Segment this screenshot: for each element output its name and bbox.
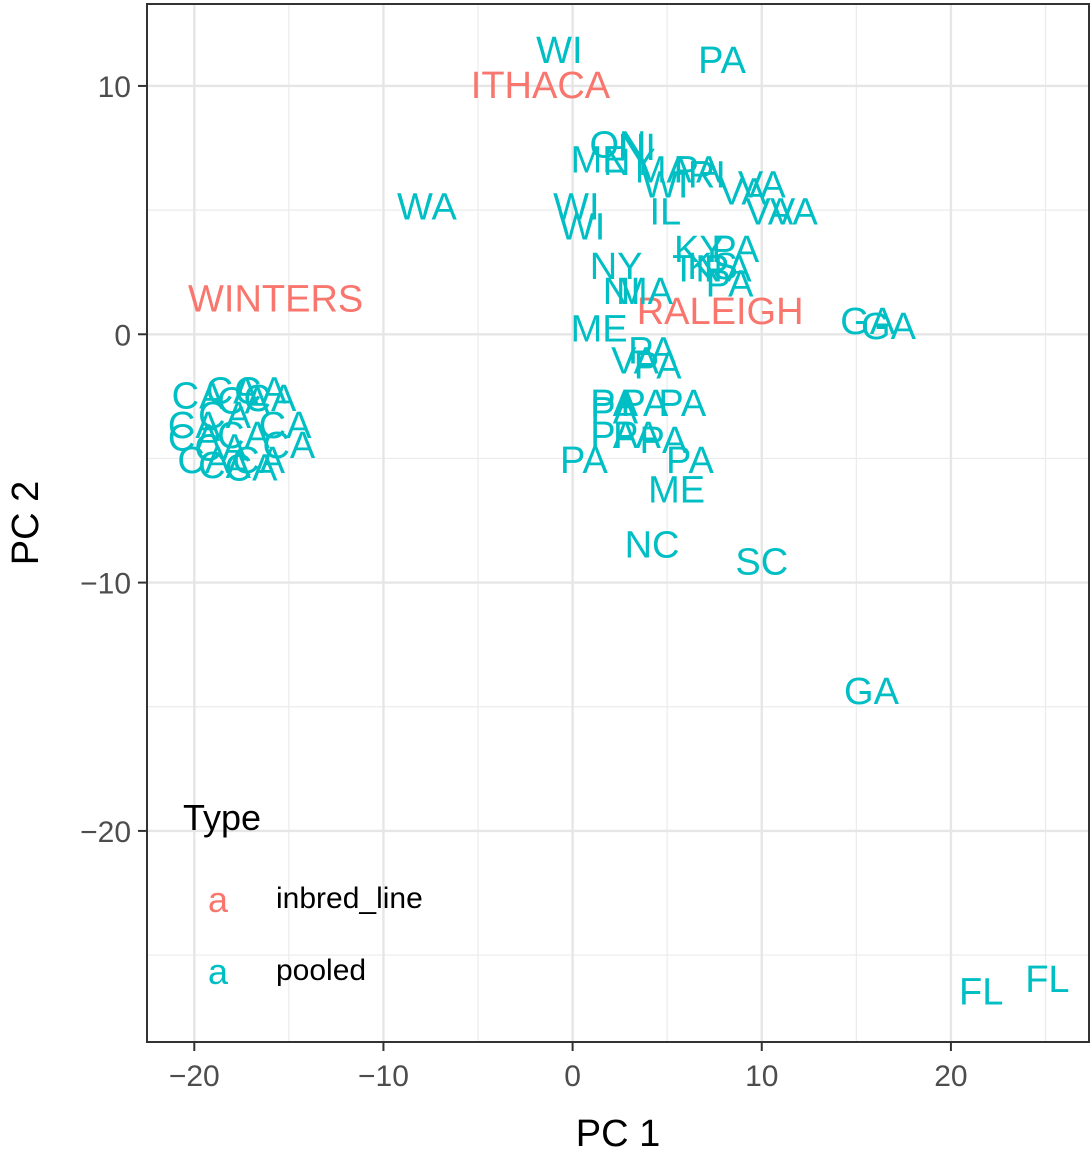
y-tick-label: −10 bbox=[80, 568, 131, 601]
point-label-pa: PA bbox=[590, 415, 639, 457]
point-label-fl: FL bbox=[959, 971, 1003, 1013]
legend-label-pooled: pooled bbox=[276, 954, 366, 987]
point-label-pa: PA bbox=[711, 229, 760, 271]
point-label-ca: CA bbox=[198, 445, 251, 487]
point-label-va: VA bbox=[770, 192, 819, 234]
point-label-pa: PA bbox=[704, 249, 753, 291]
point-label-me: ME bbox=[571, 308, 628, 350]
point-label-ca: CA bbox=[206, 370, 259, 412]
point-label-ni: NI bbox=[618, 127, 656, 169]
point-label-pa: PA bbox=[658, 383, 707, 425]
point-label-ri: RI bbox=[688, 154, 726, 196]
point-label-wi: WI bbox=[553, 187, 599, 229]
point-label-me: ME bbox=[571, 139, 628, 181]
point-label-ca: CA bbox=[217, 415, 270, 457]
point-label-sc: SC bbox=[735, 542, 788, 584]
point-label-wi: WI bbox=[642, 164, 688, 206]
x-tick-label: 0 bbox=[564, 1060, 581, 1093]
x-tick-label: −20 bbox=[169, 1060, 220, 1093]
point-label-ca: CA bbox=[262, 425, 315, 467]
legend-key-pooled: a bbox=[208, 951, 229, 992]
point-label-ga: GA bbox=[844, 671, 900, 713]
point-label-va: VA bbox=[611, 341, 660, 383]
point-label-pa: PA bbox=[706, 264, 755, 306]
legend-key-inbred-line: a bbox=[208, 879, 229, 920]
point-label-ca: CA bbox=[234, 370, 287, 412]
point-label-raleigh: RALEIGH bbox=[637, 291, 804, 333]
point-label-nc: NC bbox=[625, 524, 680, 566]
point-label-ga: GA bbox=[840, 301, 896, 343]
point-label-il: IL bbox=[649, 192, 681, 234]
point-label-ky: KY bbox=[674, 229, 725, 271]
point-label-ca: CA bbox=[259, 405, 312, 447]
point-label-fl: FL bbox=[1025, 959, 1069, 1001]
point-label-winters: WINTERS bbox=[188, 279, 363, 321]
point-label-ma: MA bbox=[616, 271, 674, 313]
point-label-ca: CA bbox=[244, 378, 297, 420]
point-label-me: ME bbox=[648, 470, 705, 512]
point-label-on: ON bbox=[590, 125, 647, 167]
legend-title: Type bbox=[183, 797, 261, 838]
x-tick-label: 10 bbox=[745, 1060, 778, 1093]
point-label-ny: NY bbox=[603, 142, 656, 184]
point-label-pa: PA bbox=[639, 420, 688, 462]
point-label-va: VA bbox=[719, 172, 768, 214]
point-label-ni: NI bbox=[603, 271, 641, 313]
point-label-ca: CA bbox=[168, 405, 221, 447]
point-label-pa: PA bbox=[590, 383, 639, 425]
point-label-ithaca: ITHACA bbox=[471, 65, 611, 107]
point-label-ca: CA bbox=[198, 395, 251, 437]
y-tick-label: −20 bbox=[80, 816, 131, 849]
point-label-ca: CA bbox=[194, 428, 247, 470]
point-label-ma: MA bbox=[635, 149, 693, 191]
point-label-pa: PA bbox=[590, 390, 639, 432]
point-label-pa: PA bbox=[613, 415, 662, 457]
y-tick-label: 0 bbox=[114, 319, 131, 352]
legend-label-inbred-line: inbred_line bbox=[276, 882, 423, 915]
point-label-ca: CA bbox=[177, 440, 230, 482]
panel-border bbox=[146, 3, 1090, 1043]
point-label-ca: CA bbox=[172, 375, 225, 417]
point-label-pa: PA bbox=[628, 331, 677, 373]
legend: Type a inbred_line a pooled bbox=[183, 797, 423, 992]
point-label-pa: PA bbox=[666, 440, 715, 482]
point-label-pa: PA bbox=[698, 40, 747, 82]
point-label-pa: PA bbox=[560, 440, 609, 482]
point-label-pa: PA bbox=[621, 383, 670, 425]
point-label-va: VA bbox=[745, 192, 794, 234]
point-label-pa: PA bbox=[674, 149, 723, 191]
point-label-ga: GA bbox=[861, 306, 917, 348]
x-tick-label: 20 bbox=[934, 1060, 967, 1093]
point-label-ca: CA bbox=[168, 418, 221, 460]
point-label-ca: CA bbox=[232, 440, 285, 482]
point-label-ny: NY bbox=[590, 246, 643, 288]
point-label-ca: CA bbox=[225, 447, 278, 489]
x-axis-title: PC 1 bbox=[576, 1113, 660, 1155]
y-axis-title: PC 2 bbox=[5, 481, 47, 565]
point-label-ca: CA bbox=[217, 380, 270, 422]
x-tick-label: −10 bbox=[358, 1060, 409, 1093]
point-label-wi: WI bbox=[536, 30, 582, 72]
grid bbox=[147, 4, 1089, 1042]
axes: −20 −10 0 10 20 10 0 −10 −20 bbox=[80, 71, 967, 1093]
y-tick-label: 10 bbox=[98, 71, 131, 104]
point-label-ks: KS bbox=[687, 246, 738, 288]
point-label-wi: WI bbox=[559, 206, 605, 248]
point-label-wa: WA bbox=[397, 187, 457, 229]
point-label-va: VA bbox=[738, 164, 787, 206]
point-label-pa: PA bbox=[634, 346, 683, 388]
point-label-tn: TN bbox=[672, 249, 723, 291]
